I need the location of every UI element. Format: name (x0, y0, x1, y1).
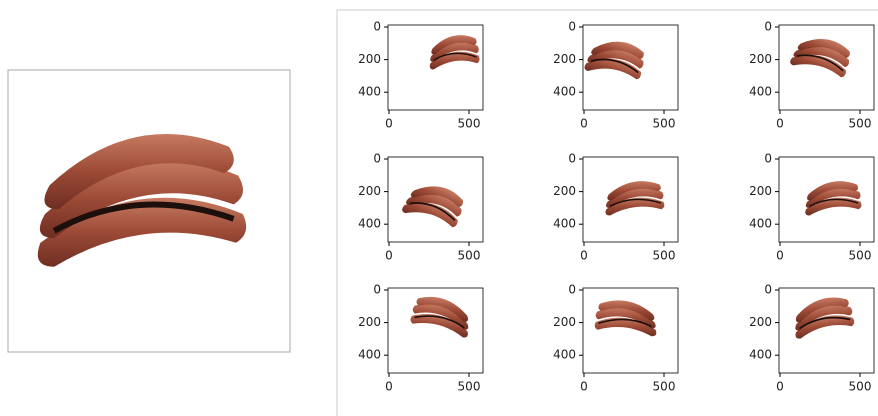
augmented-image (593, 299, 658, 338)
x-tick-label: 0 (776, 249, 784, 263)
axes-frame (778, 24, 875, 111)
axes-frame (387, 24, 484, 111)
y-tick-label: 0 (373, 20, 381, 34)
banana-image (791, 294, 857, 340)
x-tick-label: 0 (580, 380, 588, 394)
y-tick-label: 200 (749, 184, 772, 198)
augmented-image (428, 34, 481, 71)
subplot: 0 200 400 0 500 (749, 20, 875, 131)
augmented-image (788, 27, 857, 86)
augmented-image (400, 174, 470, 236)
x-tick-label: 500 (653, 117, 676, 131)
x-tick-label: 500 (458, 249, 481, 263)
y-tick-label: 200 (749, 315, 772, 329)
y-tick-label: 400 (553, 217, 576, 231)
y-tick-label: 0 (568, 283, 576, 297)
y-tick-label: 200 (553, 315, 576, 329)
y-tick-label: 400 (358, 85, 381, 99)
x-tick-label: 500 (458, 117, 481, 131)
subplot-grid: 0 200 400 0 500 0 200 400 0 500 0 200 400 0 500 0 200 400… (358, 20, 875, 394)
x-tick-label: 0 (580, 249, 588, 263)
subplot: 0 200 400 0 500 (749, 283, 875, 394)
y-tick-label: 400 (749, 348, 772, 362)
augmented-image (804, 180, 863, 217)
y-tick-label: 200 (749, 52, 772, 66)
y-tick-label: 0 (373, 152, 381, 166)
y-tick-label: 200 (553, 184, 576, 198)
y-tick-label: 0 (373, 283, 381, 297)
axes-frame (582, 24, 679, 111)
y-tick-label: 400 (358, 348, 381, 362)
y-tick-label: 400 (749, 217, 772, 231)
augmented-image (408, 293, 474, 339)
y-tick-label: 0 (764, 152, 772, 166)
y-tick-label: 200 (358, 52, 381, 66)
subplot: 0 200 400 0 500 (358, 283, 484, 394)
banana-image (604, 180, 666, 217)
subplot: 0 200 400 0 500 (553, 152, 679, 263)
subplot: 0 200 400 0 500 (553, 283, 679, 394)
banana-image (593, 299, 658, 338)
x-tick-label: 0 (385, 380, 393, 394)
x-tick-label: 0 (776, 380, 784, 394)
y-tick-label: 400 (358, 217, 381, 231)
banana-image (400, 174, 470, 236)
y-tick-label: 400 (749, 85, 772, 99)
axes-frame (778, 156, 875, 243)
augmented-image (604, 180, 666, 217)
subplot: 0 200 400 0 500 (358, 152, 484, 263)
x-tick-label: 500 (849, 249, 872, 263)
y-tick-label: 200 (553, 52, 576, 66)
x-tick-label: 0 (580, 117, 588, 131)
x-tick-label: 500 (849, 117, 872, 131)
axes-frame (387, 156, 484, 243)
axes-frame (582, 287, 679, 374)
axes-frame (778, 287, 875, 374)
x-tick-label: 500 (458, 380, 481, 394)
y-tick-label: 400 (553, 85, 576, 99)
axes-frame (387, 287, 484, 374)
y-tick-label: 0 (764, 283, 772, 297)
subplot: 0 200 400 0 500 (358, 20, 484, 131)
banana-image (428, 34, 481, 71)
banana-image (804, 180, 863, 217)
subplot: 0 200 400 0 500 (749, 152, 875, 263)
x-tick-label: 500 (849, 380, 872, 394)
y-tick-label: 0 (568, 152, 576, 166)
banana-image (408, 293, 474, 339)
y-tick-label: 200 (358, 315, 381, 329)
x-tick-label: 0 (776, 117, 784, 131)
banana-image (788, 27, 857, 86)
y-tick-label: 0 (568, 20, 576, 34)
x-tick-label: 0 (385, 249, 393, 263)
y-tick-label: 200 (358, 184, 381, 198)
augmented-image (583, 31, 650, 88)
x-tick-label: 0 (385, 117, 393, 131)
y-tick-label: 400 (553, 348, 576, 362)
subplot: 0 200 400 0 500 (553, 20, 679, 131)
augmented-image (791, 294, 857, 340)
x-tick-label: 500 (653, 249, 676, 263)
x-tick-label: 500 (653, 380, 676, 394)
axes-frame (582, 156, 679, 243)
banana-image (583, 31, 650, 88)
y-tick-label: 0 (764, 20, 772, 34)
